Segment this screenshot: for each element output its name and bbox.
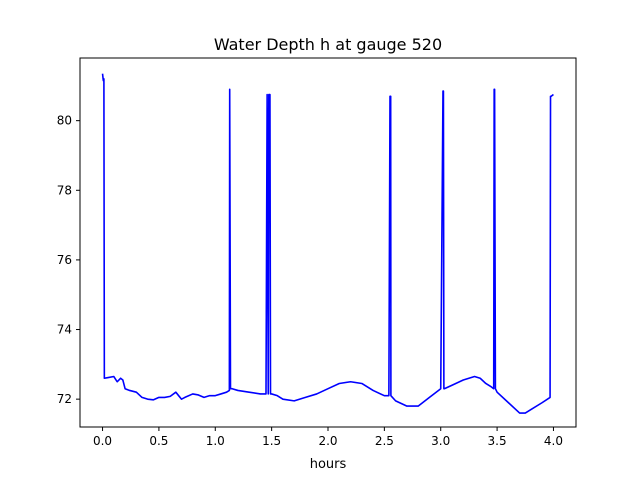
x-tick-label: 0.0 — [93, 434, 112, 448]
y-tick-label: 74 — [57, 323, 72, 337]
series-layer — [101, 73, 554, 414]
y-tick-label: 78 — [57, 183, 72, 197]
y-tick-label: 76 — [57, 253, 72, 267]
x-tick-label: 1.0 — [206, 434, 225, 448]
y-tick-label: 80 — [57, 114, 72, 128]
y-tick-label: 72 — [57, 392, 72, 406]
x-tick-label: 3.5 — [488, 434, 507, 448]
x-tick-label: 0.5 — [149, 434, 168, 448]
x-tick-label: 3.0 — [431, 434, 450, 448]
y-axis: 72 74 76 78 80 — [57, 114, 80, 406]
x-tick-label: 2.0 — [318, 434, 337, 448]
series-line-0 — [101, 73, 554, 414]
chart-title: Water Depth h at gauge 520 — [214, 35, 442, 54]
x-tick-label: 1.5 — [262, 434, 281, 448]
x-axis-label: hours — [310, 457, 347, 472]
x-tick-label: 2.5 — [375, 434, 394, 448]
x-tick-label: 4.0 — [544, 434, 563, 448]
x-axis: 0.0 0.5 1.0 1.5 2.0 2.5 3.0 3.5 4.0 — [93, 427, 563, 448]
